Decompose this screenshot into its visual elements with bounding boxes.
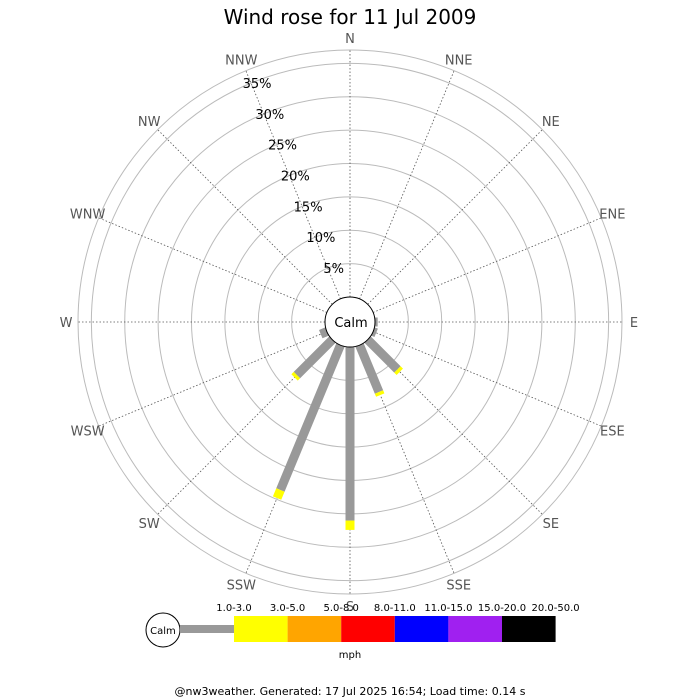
direction-label-nw: NW bbox=[138, 115, 161, 130]
percentage-labels: 5% 10% 15% 20% 25% 30% 35% bbox=[243, 77, 344, 277]
ring-outer bbox=[77, 49, 623, 595]
spoke-nw bbox=[157, 129, 333, 305]
spoke-wnw bbox=[98, 217, 328, 313]
direction-label-ssw: SSW bbox=[227, 578, 257, 593]
legend-label-11.0-15.0: 11.0-15.0 bbox=[424, 603, 472, 614]
bar-se-1.0-3.0 bbox=[364, 336, 401, 373]
wind-bars bbox=[272, 317, 403, 530]
bar-sw-1.0-3.0 bbox=[293, 336, 336, 379]
bar-sse-3.0-5.0 bbox=[374, 390, 385, 397]
spoke-sse bbox=[359, 344, 455, 574]
speed-legend: Calm 1.0-3.0 3.0-5.0 5.0-8.0 8.0-11.0 11.0-15… bbox=[145, 603, 580, 661]
spoke-nne bbox=[359, 70, 455, 300]
legend-swatch-5.0-8.0 bbox=[287, 616, 342, 642]
spoke-sw bbox=[157, 339, 333, 515]
legend-units: mph bbox=[339, 650, 361, 661]
bar-wsw-1.0-3.0 bbox=[319, 327, 329, 339]
direction-label-w: W bbox=[60, 316, 73, 331]
ring-label-15: 15% bbox=[294, 200, 323, 215]
legend-calm-label: Calm bbox=[150, 626, 176, 637]
legend-label-3.0-5.0: 3.0-5.0 bbox=[270, 603, 305, 614]
footer-text: @nw3weather. Generated: 17 Jul 2025 16:5… bbox=[175, 685, 526, 698]
ring-35 bbox=[90, 62, 610, 582]
legend-swatch-8.0-11.0 bbox=[341, 616, 395, 642]
ring-label-35: 35% bbox=[243, 77, 272, 92]
direction-label-wsw: WSW bbox=[71, 425, 105, 440]
spoke-nnw bbox=[245, 70, 341, 300]
direction-label-sse: SSE bbox=[446, 578, 471, 593]
legend-swatch-11.0-15.0 bbox=[394, 616, 449, 642]
spoke-se bbox=[367, 339, 543, 515]
direction-label-nnw: NNW bbox=[225, 54, 257, 69]
legend-swatch-15.0-20.0 bbox=[448, 616, 502, 642]
calm-indicator: Calm bbox=[324, 296, 376, 348]
direction-label-s: S bbox=[346, 600, 354, 615]
bar-ssw-3.0-5.0 bbox=[272, 488, 285, 500]
legend-swatch-20.0-50.0 bbox=[502, 616, 556, 642]
bar-sw-3.0-5.0 bbox=[291, 371, 301, 381]
direction-label-se: SE bbox=[543, 517, 559, 532]
direction-label-nne: NNE bbox=[445, 54, 473, 69]
legend-label-5.0-8.0: 5.0-8.0 bbox=[323, 603, 358, 614]
ring-label-25: 25% bbox=[268, 139, 297, 154]
spoke-ese bbox=[372, 331, 602, 427]
spoke-wsw bbox=[98, 331, 328, 427]
bar-se-3.0-5.0 bbox=[394, 366, 403, 375]
direction-label-sw: SW bbox=[139, 517, 160, 532]
ring-label-5: 5% bbox=[323, 262, 344, 277]
direction-label-ene: ENE bbox=[599, 207, 625, 222]
legend-label-1.0-3.0: 1.0-3.0 bbox=[216, 603, 251, 614]
direction-label-wnw: WNW bbox=[70, 207, 106, 222]
ring-label-30: 30% bbox=[255, 108, 284, 123]
chart-title: Wind rose for 11 Jul 2009 bbox=[224, 5, 477, 29]
calm-label: Calm bbox=[334, 316, 367, 331]
direction-labels: N NNE NE ENE E ESE SE SSE S SSW SW WSW W WNW NW NNW bbox=[60, 32, 639, 615]
legend-label-8.0-11.0: 8.0-11.0 bbox=[374, 603, 416, 614]
direction-label-ne: NE bbox=[542, 115, 560, 130]
spoke-ene bbox=[372, 217, 602, 313]
bar-ssw-1.0-3.0 bbox=[276, 343, 345, 492]
direction-label-n: N bbox=[345, 32, 355, 47]
bar-ese-1.0-3.0 bbox=[371, 327, 378, 338]
legend-label-20.0-50.0: 20.0-50.0 bbox=[532, 603, 580, 614]
spoke-ne bbox=[367, 129, 543, 305]
calm-circle bbox=[324, 296, 376, 348]
bar-sse-1.0-3.0 bbox=[355, 343, 384, 394]
direction-label-e: E bbox=[630, 316, 638, 331]
legend-label-15.0-20.0: 15.0-20.0 bbox=[478, 603, 526, 614]
legend-swatch-3.0-5.0 bbox=[234, 616, 288, 642]
legend-swatch-1.0-3.0 bbox=[180, 625, 234, 633]
ring-label-10: 10% bbox=[306, 231, 335, 246]
ring-label-20: 20% bbox=[281, 170, 310, 185]
direction-label-ese: ESE bbox=[600, 425, 625, 440]
